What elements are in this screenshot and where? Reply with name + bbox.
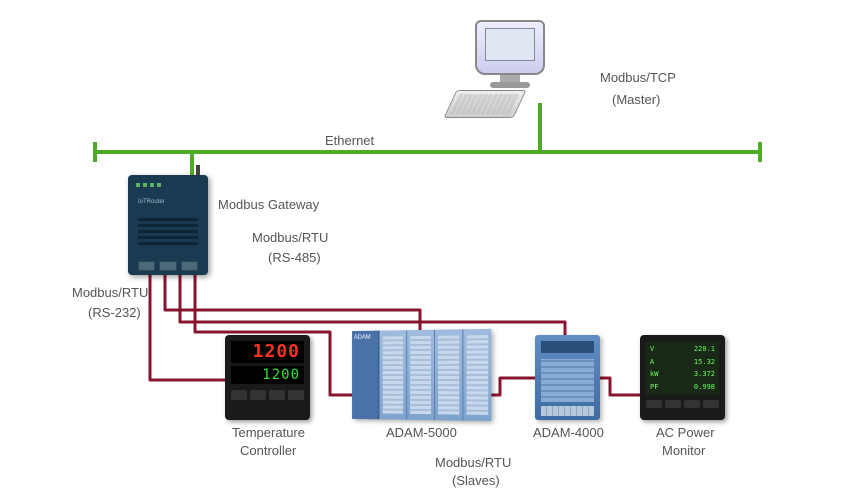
temp-pv-display: 1200: [231, 341, 304, 363]
ac-power-monitor-device: V220.1A15.32kW3.372PF0.998: [640, 335, 725, 420]
label-rtu485-b: (RS-485): [268, 250, 321, 265]
label-acpm-b: Monitor: [662, 443, 705, 458]
label-acpm-a: AC Power: [656, 425, 715, 440]
label-modbus-tcp: Modbus/TCP: [600, 70, 676, 85]
label-adam4000: ADAM-4000: [533, 425, 604, 440]
monitor-base: [490, 82, 530, 88]
temperature-controller-device: 1200 1200: [225, 335, 310, 420]
monitor-icon: [475, 20, 545, 75]
label-rtu232-b: (RS-232): [88, 305, 141, 320]
label-slaves-a: Modbus/RTU: [435, 455, 511, 470]
label-ethernet: Ethernet: [325, 133, 374, 148]
adam-5000-device: ADAM: [352, 329, 491, 421]
label-rtu232-a: Modbus/RTU: [72, 285, 148, 300]
label-gateway: Modbus Gateway: [218, 197, 319, 212]
acpm-screen: V220.1A15.32kW3.372PF0.998: [646, 341, 719, 395]
adam-4000-device: [535, 335, 600, 420]
keyboard-icon: [443, 90, 526, 118]
modbus-gateway-device: IoTRouter: [128, 175, 208, 275]
label-master: (Master): [612, 92, 660, 107]
label-slaves-b: (Slaves): [452, 473, 500, 488]
label-rtu485-a: Modbus/RTU: [252, 230, 328, 245]
master-computer: [450, 20, 560, 130]
label-tempctrl-b: Controller: [240, 443, 296, 458]
label-tempctrl-a: Temperature: [232, 425, 305, 440]
temp-sv-display: 1200: [231, 366, 304, 384]
label-adam5000: ADAM-5000: [386, 425, 457, 440]
